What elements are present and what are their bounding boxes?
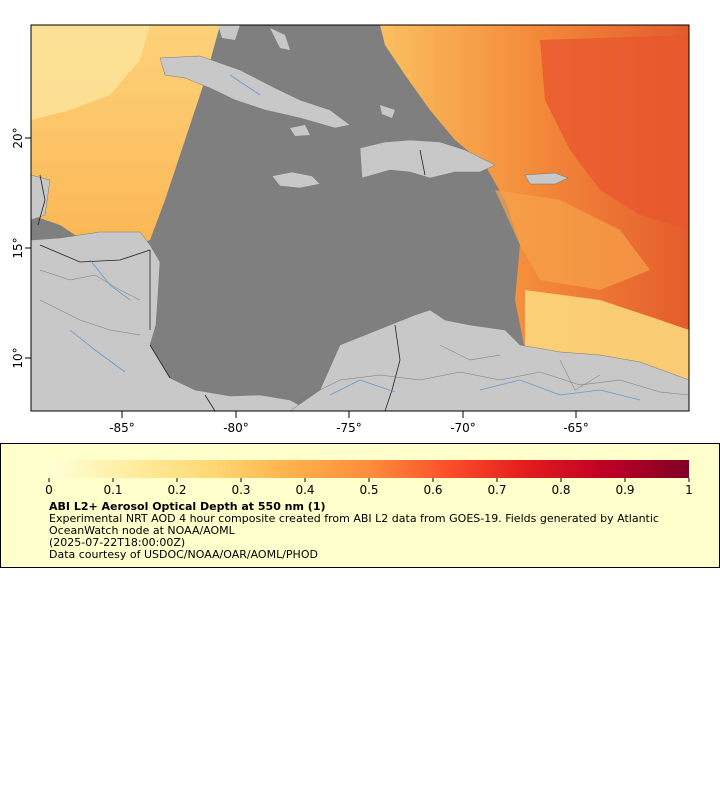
land-puerto-rico: [524, 172, 569, 185]
colorbar-tick-label: 0.8: [551, 483, 570, 497]
aod-map: -85° -80° -75° -70° -65° 20° 15° 10°: [11, 24, 690, 435]
y-tick-label-1: 20°: [11, 127, 25, 148]
aod-field-east-mid: [495, 190, 650, 290]
legend-panel: 0 0.1 0.2 0.3 0.4 0.5 0.6 0.7 0.8 0.9 1 …: [0, 443, 720, 568]
x-axis: [121, 411, 577, 418]
map-frame: [30, 24, 690, 412]
legend-title: ABI L2+ Aerosol Optical Depth at 550 nm …: [49, 500, 326, 513]
legend-description: Experimental NRT AOD 4 hour composite cr…: [49, 512, 659, 537]
country-borders: [37, 149, 426, 411]
colorbar-tick-label: 0.3: [231, 483, 250, 497]
colorbar-gradient: [49, 460, 689, 478]
colorbar-tick-label: 0.9: [615, 483, 634, 497]
x-tick-label-4: -70°: [450, 421, 476, 435]
land-yucatan-west: [31, 174, 51, 221]
land-hispaniola: [359, 139, 496, 179]
x-tick-label-3: -75°: [336, 421, 362, 435]
colorbar-tick-label: 0.6: [423, 483, 442, 497]
land-south-america: [289, 309, 689, 411]
x-tick-label-1: -85°: [109, 421, 135, 435]
colorbar-tick-label: 0.1: [103, 483, 122, 497]
land-florida: [218, 25, 240, 40]
land-jamaica: [271, 171, 321, 189]
legend-credit: Data courtesy of USDOC/NOAA/OAR/AOML/PHO…: [49, 548, 318, 561]
y-axis: [25, 137, 31, 359]
colorbar-tick-label: 0.5: [359, 483, 378, 497]
colorbar-tick-label: 1: [685, 483, 693, 497]
legend-date: (2025-07-22T18:00:00Z): [49, 536, 186, 549]
colorbar-tick-label: 0.4: [295, 483, 314, 497]
x-tick-label-5: -65°: [563, 421, 589, 435]
colorbar: 0 0.1 0.2 0.3 0.4 0.5 0.6 0.7 0.8 0.9 1: [45, 460, 693, 497]
aod-field-east-core: [540, 35, 689, 230]
x-tick-label-2: -80°: [223, 421, 249, 435]
aod-field-northwest: [31, 25, 150, 120]
y-tick-label-2: 15°: [11, 237, 25, 258]
land-bahamas: [270, 28, 395, 136]
colorbar-tick-label: 0: [45, 483, 53, 497]
state-borders: [39, 269, 689, 401]
colorbar-tick-label: 0.7: [487, 483, 506, 497]
colorbar-tick-label: 0.2: [167, 483, 186, 497]
y-tick-label-3: 10°: [11, 347, 25, 368]
rivers: [69, 74, 641, 401]
colorbar-ticks: [48, 478, 690, 482]
